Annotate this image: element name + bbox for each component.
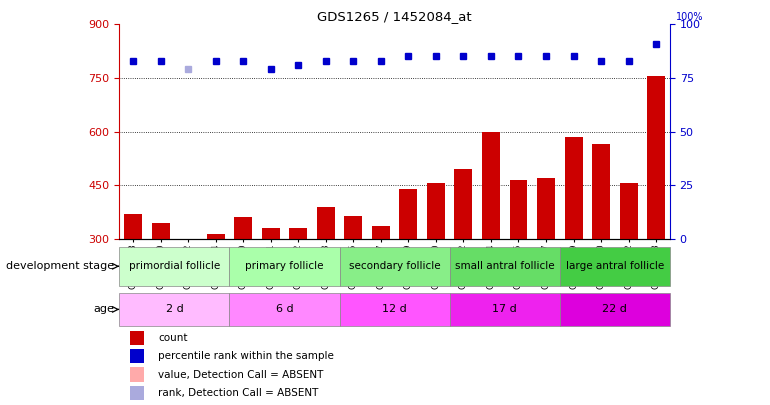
Text: 100%: 100% [675, 11, 703, 21]
Bar [124, 214, 142, 346]
Bar [340, 293, 450, 326]
Bar [564, 137, 582, 346]
Bar [317, 207, 335, 346]
Text: 2 d: 2 d [166, 305, 183, 314]
Bar [340, 247, 450, 286]
Text: rank, Detection Call = ABSENT: rank, Detection Call = ABSENT [158, 388, 318, 398]
Bar [229, 293, 340, 326]
Text: value, Detection Call = ABSENT: value, Detection Call = ABSENT [158, 369, 323, 379]
Text: 17 d: 17 d [492, 305, 517, 314]
Bar [207, 234, 225, 346]
Text: percentile rank within the sample: percentile rank within the sample [158, 351, 333, 361]
Bar [427, 183, 445, 346]
Bar [648, 76, 665, 346]
Bar [560, 247, 670, 286]
Bar [510, 180, 527, 346]
Bar [119, 293, 229, 326]
Bar [560, 293, 670, 326]
Bar [152, 223, 169, 346]
Bar [130, 349, 144, 363]
Bar [290, 228, 307, 346]
Text: 12 d: 12 d [382, 305, 407, 314]
Bar [130, 330, 144, 345]
Bar [400, 189, 417, 346]
Title: GDS1265 / 1452084_at: GDS1265 / 1452084_at [317, 10, 472, 23]
Text: development stage: development stage [5, 261, 114, 271]
Text: 6 d: 6 d [276, 305, 293, 314]
Text: primary follicle: primary follicle [246, 261, 323, 271]
Bar [450, 247, 560, 286]
Bar [482, 132, 500, 346]
Bar [229, 247, 340, 286]
Text: age: age [93, 305, 114, 314]
Bar [592, 144, 610, 346]
Bar [454, 169, 472, 346]
Bar [130, 367, 144, 382]
Bar [344, 216, 362, 346]
Bar [262, 228, 280, 346]
Bar [179, 252, 197, 346]
Bar [620, 183, 638, 346]
Bar [450, 293, 560, 326]
Text: secondary follicle: secondary follicle [349, 261, 440, 271]
Bar [537, 178, 555, 346]
Bar [234, 217, 252, 346]
Bar [372, 226, 390, 346]
Bar [119, 247, 229, 286]
Text: large antral follicle: large antral follicle [566, 261, 664, 271]
Text: count: count [158, 333, 187, 343]
Text: primordial follicle: primordial follicle [129, 261, 220, 271]
Bar [130, 386, 144, 400]
Text: 22 d: 22 d [602, 305, 628, 314]
Text: small antral follicle: small antral follicle [455, 261, 554, 271]
